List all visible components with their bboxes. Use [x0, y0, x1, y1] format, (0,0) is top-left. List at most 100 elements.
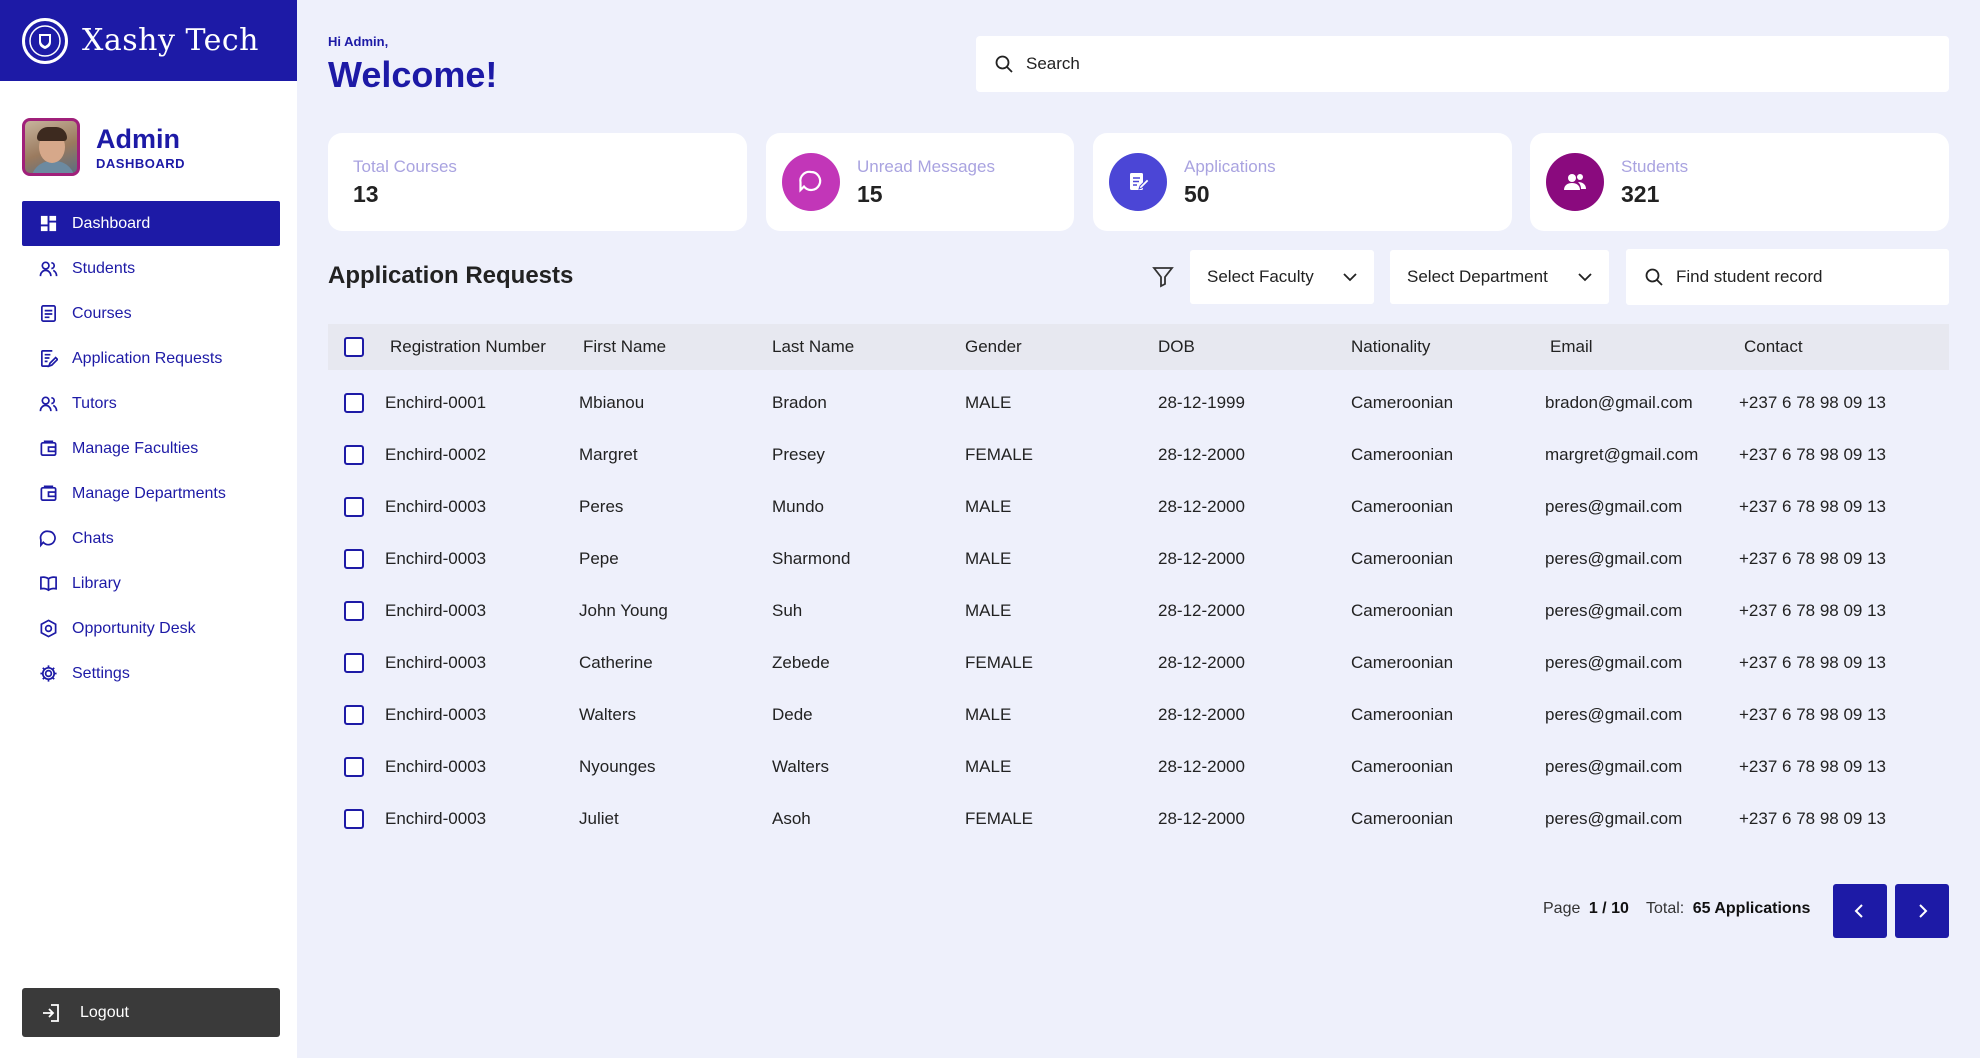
registration-number: Enchird-0003 — [385, 601, 487, 620]
first-name: Juliet — [579, 809, 619, 828]
sidebar-item-chats[interactable]: Chats — [22, 516, 280, 561]
sidebar: Xashy Tech Admin DASHBOARD Dashboard Stu… — [0, 0, 297, 1058]
logout-label: Logout — [80, 1003, 129, 1021]
sidebar-item-library[interactable]: Library — [22, 561, 280, 606]
find-student-input[interactable] — [1676, 267, 1946, 287]
stat-card-unread-messages: Unread Messages 15 — [766, 133, 1074, 231]
column-header: First Name — [583, 337, 667, 356]
dob: 28-12-2000 — [1158, 549, 1245, 568]
logout-icon — [40, 1002, 62, 1024]
email: margret@gmail.com — [1545, 445, 1699, 464]
search-bar — [976, 36, 1949, 92]
dob: 28-12-2000 — [1158, 497, 1245, 516]
select-all-checkbox[interactable] — [344, 337, 364, 357]
search-icon — [1644, 267, 1664, 287]
last-name: Sharmond — [772, 549, 851, 568]
first-name: Walters — [579, 705, 636, 724]
nationality: Cameroonian — [1351, 757, 1454, 776]
prev-page-button[interactable] — [1833, 884, 1887, 938]
table-row[interactable]: Enchird-0002 Margret Presey FEMALE 28-12… — [328, 430, 1949, 482]
sidebar-item-label: Courses — [72, 304, 132, 322]
first-name: Peres — [579, 497, 624, 516]
stat-value: 13 — [353, 180, 379, 207]
filter-icon[interactable] — [1150, 264, 1176, 290]
stat-card-total-courses: Total Courses 13 — [328, 133, 747, 231]
last-name: Dede — [772, 705, 813, 724]
gender: FEMALE — [965, 445, 1034, 464]
row-checkbox[interactable] — [344, 393, 364, 413]
table-row[interactable]: Enchird-0001 Mbianou Bradon MALE 28-12-1… — [328, 378, 1949, 430]
sidebar-item-courses[interactable]: Courses — [22, 291, 280, 336]
table-row[interactable]: Enchird-0003 Walters Dede MALE 28-12-200… — [328, 690, 1949, 742]
sidebar-item-settings[interactable]: Settings — [22, 651, 280, 696]
last-name: Presey — [772, 445, 825, 464]
next-page-button[interactable] — [1895, 884, 1949, 938]
stat-label: Unread Messages — [857, 156, 995, 176]
last-name: Suh — [772, 601, 803, 620]
stat-label: Students — [1621, 156, 1689, 176]
registration-number: Enchird-0002 — [385, 445, 487, 464]
gender: FEMALE — [965, 653, 1034, 672]
table-row[interactable]: Enchird-0003 Pepe Sharmond MALE 28-12-20… — [328, 534, 1949, 586]
email: peres@gmail.com — [1545, 497, 1683, 516]
table-header: Registration Number First Name Last Name… — [328, 324, 1949, 370]
page-indicator: Page 1 / 10 — [1543, 900, 1629, 918]
registration-number: Enchird-0003 — [385, 653, 487, 672]
chat-icon — [38, 529, 58, 549]
sidebar-item-manage-faculties[interactable]: Manage Faculties — [22, 426, 280, 471]
column-header: Email — [1550, 337, 1593, 356]
select-faculty-dropdown[interactable]: Select Faculty — [1190, 250, 1374, 304]
email: peres@gmail.com — [1545, 601, 1683, 620]
document-icon — [38, 304, 58, 324]
gender: MALE — [965, 393, 1012, 412]
row-checkbox[interactable] — [344, 705, 364, 725]
registration-number: Enchird-0003 — [385, 705, 487, 724]
first-name: John Young — [579, 601, 668, 620]
row-checkbox[interactable] — [344, 653, 364, 673]
nationality: Cameroonian — [1351, 393, 1454, 412]
table-row[interactable]: Enchird-0003 Juliet Asoh FEMALE 28-12-20… — [328, 794, 1949, 846]
gender: FEMALE — [965, 809, 1034, 828]
sidebar-item-dashboard[interactable]: Dashboard — [22, 201, 280, 246]
brand-header: Xashy Tech — [0, 0, 297, 81]
logout-button[interactable]: Logout — [22, 988, 280, 1037]
profile-title: Admin — [96, 123, 180, 154]
column-header: Contact — [1744, 337, 1803, 356]
chevron-down-icon — [1577, 269, 1593, 285]
table-row[interactable]: Enchird-0003 Nyounges Walters MALE 28-12… — [328, 742, 1949, 794]
row-checkbox[interactable] — [344, 445, 364, 465]
sidebar-item-opportunity-desk[interactable]: Opportunity Desk — [22, 606, 280, 651]
wallet-icon — [38, 484, 58, 504]
nationality: Cameroonian — [1351, 445, 1454, 464]
total-indicator: Total: 65 Applications — [1646, 900, 1810, 918]
select-department-dropdown[interactable]: Select Department — [1390, 250, 1609, 304]
table-row[interactable]: Enchird-0003 Peres Mundo MALE 28-12-2000… — [328, 482, 1949, 534]
row-checkbox[interactable] — [344, 809, 364, 829]
chevron-left-icon — [1854, 904, 1863, 918]
sidebar-item-label: Manage Faculties — [72, 439, 199, 457]
sidebar-item-application-requests[interactable]: Application Requests — [22, 336, 280, 381]
find-student-search — [1626, 249, 1949, 305]
greeting-text: Hi Admin, — [328, 34, 389, 49]
column-header: Last Name — [772, 337, 855, 356]
target-icon — [38, 619, 58, 639]
page-title: Welcome! — [328, 54, 498, 95]
chevron-right-icon — [1919, 904, 1928, 918]
row-checkbox[interactable] — [344, 757, 364, 777]
table-row[interactable]: Enchird-0003 Catherine Zebede FEMALE 28-… — [328, 638, 1949, 690]
search-icon — [994, 54, 1014, 74]
email: peres@gmail.com — [1545, 705, 1683, 724]
row-checkbox[interactable] — [344, 497, 364, 517]
first-name: Catherine — [579, 653, 653, 672]
page-value: 1 / 10 — [1588, 900, 1629, 917]
sidebar-item-tutors[interactable]: Tutors — [22, 381, 280, 426]
email: bradon@gmail.com — [1545, 393, 1693, 412]
row-checkbox[interactable] — [344, 549, 364, 569]
row-checkbox[interactable] — [344, 601, 364, 621]
sidebar-item-manage-departments[interactable]: Manage Departments — [22, 471, 280, 516]
sidebar-item-students[interactable]: Students — [22, 246, 280, 291]
sidebar-item-label: Dashboard — [72, 214, 151, 232]
search-input[interactable] — [1026, 54, 1926, 74]
table-row[interactable]: Enchird-0003 John Young Suh MALE 28-12-2… — [328, 586, 1949, 638]
sidebar-item-label: Settings — [72, 664, 130, 682]
